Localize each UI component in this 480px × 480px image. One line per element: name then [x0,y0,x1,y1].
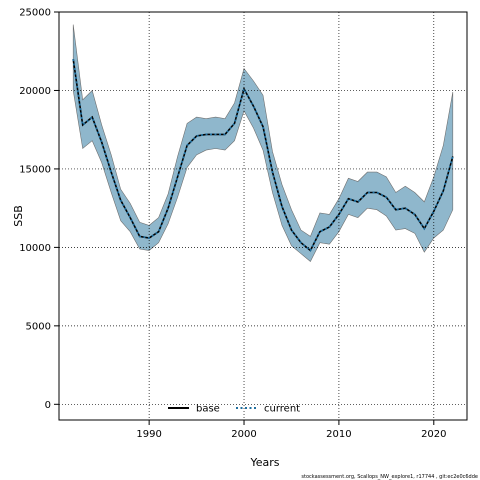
plot-frame [58,11,468,421]
y-tick-label: 20000 [19,86,51,97]
y-tick-label: 25000 [19,8,51,19]
y-axis-title: SSB [12,205,25,227]
y-tick-label: 10000 [19,243,51,254]
series-line-base [72,58,454,252]
axis-layer: 1990 2000 2010 2020 0 5000 10000 15000 20000 2500… [19,8,446,441]
x-axis-title: Years [249,456,279,469]
legend: base current [168,404,300,415]
x-tick-label: 2000 [231,429,256,440]
caption: stockassessment.org, Scallops_NW_explore… [301,474,478,480]
confidence-band [72,24,454,262]
x-tick-label: 2020 [421,429,446,440]
legend-label-base: base [196,404,220,415]
y-tick-label: 5000 [26,321,51,332]
legend-label-current: current [264,404,300,415]
x-tick-label: 1990 [136,429,161,440]
series-layer [72,58,454,252]
y-tick-label: 0 [45,400,51,411]
confidence-band-layer [72,24,454,262]
x-tick-label: 2010 [326,429,351,440]
y-tick-label: 15000 [19,164,51,175]
